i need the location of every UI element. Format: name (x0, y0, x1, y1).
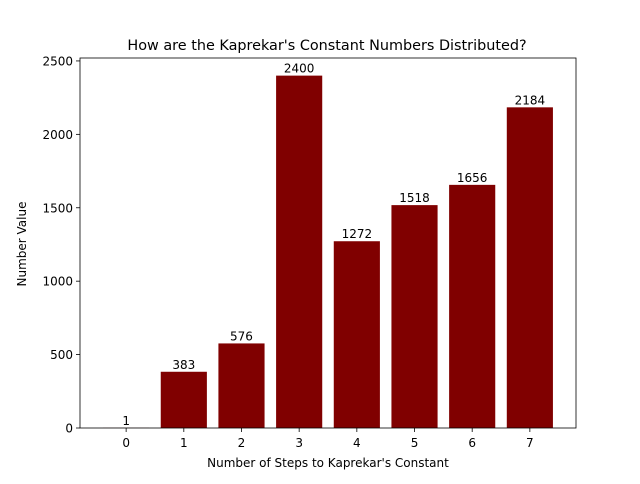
chart-title: How are the Kaprekar's Constant Numbers … (127, 38, 526, 54)
x-tick-label: 5 (411, 436, 419, 450)
bar-value-label-7: 2184 (515, 93, 546, 107)
bar-value-label-0: 1 (122, 414, 130, 428)
x-axis-label: Number of Steps to Kaprekar's Constant (207, 456, 449, 470)
x-tick-label: 2 (238, 436, 246, 450)
y-tick-label: 2500 (42, 54, 73, 68)
x-tick-label: 3 (295, 436, 303, 450)
x-tick-label: 7 (526, 436, 534, 450)
bar-1 (161, 372, 207, 428)
bar-value-label-2: 576 (230, 329, 253, 343)
bar-2 (218, 343, 264, 428)
bar-4 (334, 241, 380, 428)
bar-value-label-5: 1518 (399, 191, 430, 205)
bar-7 (507, 107, 553, 428)
x-tick-label: 4 (353, 436, 361, 450)
bar-5 (391, 205, 437, 428)
x-tick-label: 1 (180, 436, 188, 450)
y-tick-label: 1500 (42, 201, 73, 215)
bar-3 (276, 76, 322, 428)
x-tick-label: 6 (468, 436, 476, 450)
bar-value-label-6: 1656 (457, 171, 488, 185)
y-tick-label: 1000 (42, 275, 73, 289)
bar-value-label-3: 2400 (284, 62, 315, 76)
bar-6 (449, 185, 495, 428)
y-tick-label: 0 (65, 422, 73, 436)
y-tick-label: 2000 (42, 128, 73, 142)
y-axis-label: Number Value (15, 202, 29, 287)
bar-value-label-1: 383 (172, 358, 195, 372)
y-tick-label: 500 (50, 348, 73, 362)
x-tick-label: 0 (122, 436, 130, 450)
bar-value-label-4: 1272 (342, 227, 373, 241)
